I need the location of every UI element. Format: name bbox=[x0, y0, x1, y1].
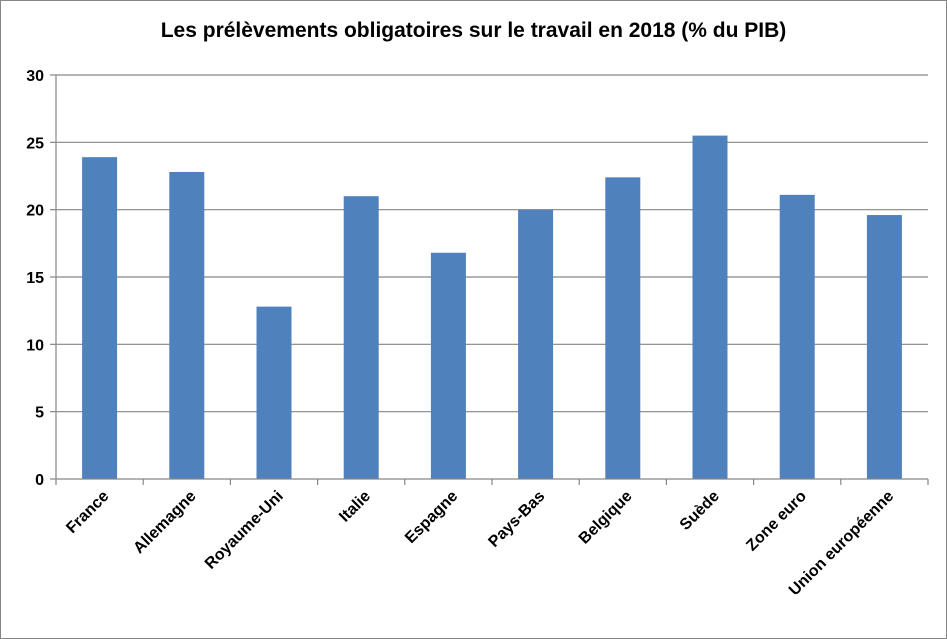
x-category-label: Suède bbox=[677, 488, 723, 534]
y-tick-label: 10 bbox=[26, 337, 44, 354]
y-tick-labels: 0 5 10 15 20 25 30 bbox=[26, 68, 44, 489]
y-tick-label: 30 bbox=[26, 68, 44, 85]
chart-title: Les prélèvements obligatoires sur le tra… bbox=[160, 19, 787, 42]
x-category-label: Allemagne bbox=[130, 488, 199, 557]
bar-allemagne[interactable] bbox=[169, 171, 205, 479]
bar-pays-bas[interactable] bbox=[518, 209, 554, 479]
bar-belgique[interactable] bbox=[605, 177, 641, 479]
bars bbox=[82, 135, 902, 479]
x-category-labels: France Allemagne Royaume-Uni Italie Espagne P… bbox=[63, 488, 897, 599]
bar-royaume-uni[interactable] bbox=[256, 306, 292, 479]
y-tick-label: 0 bbox=[35, 472, 44, 489]
x-category-label: Italie bbox=[336, 488, 374, 526]
bar-zone-euro[interactable] bbox=[779, 194, 815, 479]
x-category-label: Belgique bbox=[576, 488, 636, 548]
bar-union-europ-enne[interactable] bbox=[866, 215, 902, 479]
x-category-label: France bbox=[63, 488, 112, 537]
x-category-label: Espagne bbox=[402, 488, 461, 547]
y-tick-label: 5 bbox=[35, 405, 44, 422]
bar-su-de[interactable] bbox=[692, 135, 728, 479]
x-category-label: Pays-Bas bbox=[485, 488, 548, 551]
axes bbox=[50, 74, 929, 485]
bar-espagne[interactable] bbox=[430, 252, 466, 479]
x-category-label: Zone euro bbox=[743, 488, 810, 555]
y-tick-label: 15 bbox=[26, 270, 44, 287]
y-tick-label: 20 bbox=[26, 203, 44, 220]
y-tick-label: 25 bbox=[26, 135, 44, 152]
bar-italie[interactable] bbox=[343, 196, 379, 479]
x-category-label: Royaume-Uni bbox=[202, 488, 287, 573]
bar-france[interactable] bbox=[82, 157, 118, 479]
